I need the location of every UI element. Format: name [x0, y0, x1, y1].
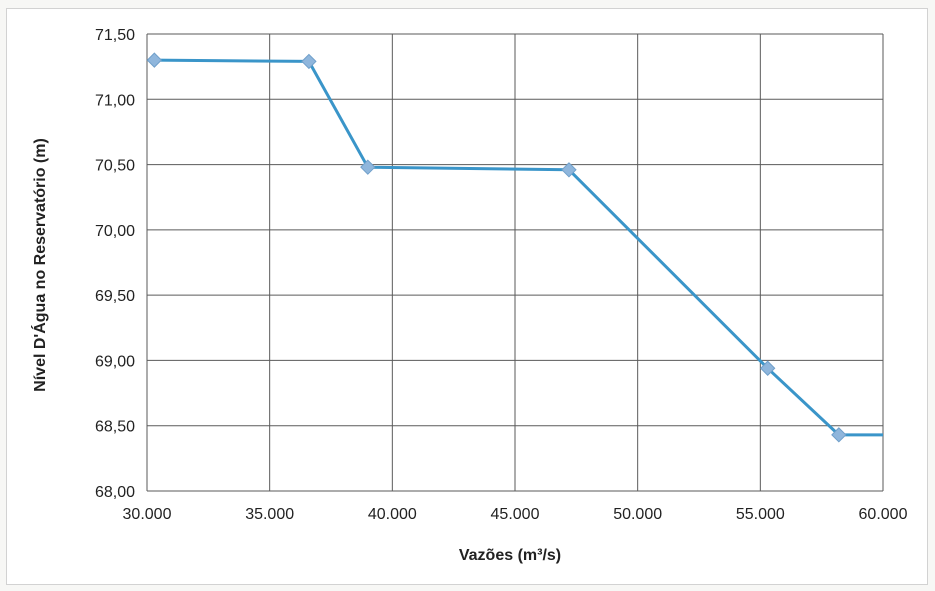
series-line: [154, 58, 883, 437]
y-tick-label: 69,00: [95, 353, 135, 370]
y-axis-ticks: 71,50 71,00 70,50 70,00 69,50 69,00 68,50 68,00: [95, 27, 135, 501]
chart-frame: 71,50 71,00 70,50 70,00 69,50 69,00 68,50 68,00…: [6, 8, 928, 585]
y-tick-label: 68,50: [95, 419, 135, 436]
data-point-marker: [301, 53, 317, 70]
x-tick-label: 35.000: [245, 506, 294, 523]
x-tick-label: 60.000: [859, 506, 908, 523]
x-tick-label: 40.000: [368, 506, 417, 523]
y-tick-label: 69,50: [95, 288, 135, 305]
x-axis-ticks: 30.000 35.000 40.000 45.000 50.000 55.000 60.0…: [123, 506, 908, 523]
data-point-marker: [146, 52, 163, 68]
grid: [146, 33, 884, 492]
y-tick-label: 71,00: [95, 92, 135, 109]
y-axis-title: Nível D'Água no Reservatório (m): [30, 138, 49, 392]
x-tick-label: 55.000: [736, 506, 785, 523]
x-axis-title: Vazões (m³/s): [459, 547, 561, 564]
y-tick-label: 68,00: [95, 484, 135, 501]
x-tick-label: 45.000: [491, 506, 540, 523]
data-point-marker: [759, 360, 776, 376]
x-tick-label: 50.000: [613, 506, 662, 523]
data-point-marker: [831, 427, 847, 443]
x-tick-label: 30.000: [123, 506, 172, 523]
data-point-marker: [561, 162, 577, 178]
line-chart: 71,50 71,00 70,50 70,00 69,50 69,00 68,50 68,00…: [30, 27, 908, 564]
y-tick-label: 71,50: [95, 27, 135, 44]
series: [146, 52, 883, 443]
y-tick-label: 70,00: [95, 223, 135, 240]
y-tick-label: 70,50: [95, 158, 135, 175]
data-point-marker: [360, 159, 376, 175]
